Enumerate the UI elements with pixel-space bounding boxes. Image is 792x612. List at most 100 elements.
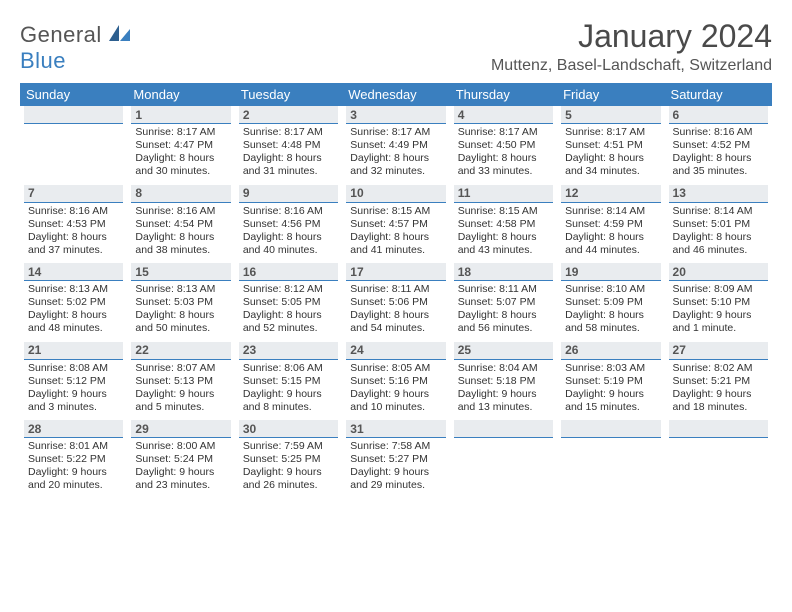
calendar-day-cell: 3Sunrise: 8:17 AMSunset: 4:49 PMDaylight… <box>342 106 449 185</box>
day-number: 22 <box>135 343 148 357</box>
sunset-text: Sunset: 5:05 PM <box>243 296 334 309</box>
daylight-text: Daylight: 8 hours and 33 minutes. <box>458 152 549 178</box>
daynum-row: 23 <box>239 342 338 360</box>
daynum-row <box>24 106 123 124</box>
header: General Blue January 2024 Muttenz, Basel… <box>20 18 772 75</box>
day-info: Sunrise: 8:07 AMSunset: 5:13 PMDaylight:… <box>131 360 230 415</box>
calendar-day-cell: 24Sunrise: 8:05 AMSunset: 5:16 PMDayligh… <box>342 342 449 421</box>
day-info: Sunrise: 8:16 AMSunset: 4:56 PMDaylight:… <box>239 203 338 258</box>
calendar-day-cell: 28Sunrise: 8:01 AMSunset: 5:22 PMDayligh… <box>20 420 127 499</box>
sunset-text: Sunset: 4:56 PM <box>243 218 334 231</box>
sunrise-text: Sunrise: 8:03 AM <box>565 362 656 375</box>
day-number: 11 <box>458 186 471 200</box>
calendar-day-cell: 29Sunrise: 8:00 AMSunset: 5:24 PMDayligh… <box>127 420 234 499</box>
daylight-text: Daylight: 8 hours and 40 minutes. <box>243 231 334 257</box>
daylight-text: Daylight: 9 hours and 3 minutes. <box>28 388 119 414</box>
calendar-table: SundayMondayTuesdayWednesdayThursdayFrid… <box>20 83 772 499</box>
sunrise-text: Sunrise: 8:13 AM <box>135 283 226 296</box>
calendar-day-cell: 19Sunrise: 8:10 AMSunset: 5:09 PMDayligh… <box>557 263 664 342</box>
day-number: 13 <box>673 186 686 200</box>
day-number: 1 <box>135 108 142 122</box>
calendar-day-cell: 23Sunrise: 8:06 AMSunset: 5:15 PMDayligh… <box>235 342 342 421</box>
daynum-row <box>454 420 553 438</box>
daylight-text: Daylight: 8 hours and 43 minutes. <box>458 231 549 257</box>
calendar-day-cell: 21Sunrise: 8:08 AMSunset: 5:12 PMDayligh… <box>20 342 127 421</box>
sunrise-text: Sunrise: 8:06 AM <box>243 362 334 375</box>
daylight-text: Daylight: 8 hours and 52 minutes. <box>243 309 334 335</box>
day-number: 27 <box>673 343 686 357</box>
sunrise-text: Sunrise: 8:09 AM <box>673 283 764 296</box>
daynum-row: 31 <box>346 420 445 438</box>
day-number: 21 <box>28 343 41 357</box>
calendar-week-row: 14Sunrise: 8:13 AMSunset: 5:02 PMDayligh… <box>20 263 772 342</box>
weekday-header: Monday <box>127 83 234 106</box>
daynum-row: 13 <box>669 185 768 203</box>
weekday-header: Sunday <box>20 83 127 106</box>
day-number: 8 <box>135 186 142 200</box>
daylight-text: Daylight: 8 hours and 58 minutes. <box>565 309 656 335</box>
daynum-row: 18 <box>454 263 553 281</box>
day-number: 5 <box>565 108 572 122</box>
daylight-text: Daylight: 8 hours and 54 minutes. <box>350 309 441 335</box>
calendar-body: 1Sunrise: 8:17 AMSunset: 4:47 PMDaylight… <box>20 106 772 499</box>
calendar-day-cell: 20Sunrise: 8:09 AMSunset: 5:10 PMDayligh… <box>665 263 772 342</box>
day-info: Sunrise: 8:00 AMSunset: 5:24 PMDaylight:… <box>131 438 230 493</box>
day-info: Sunrise: 8:17 AMSunset: 4:47 PMDaylight:… <box>131 124 230 179</box>
day-number: 15 <box>135 265 148 279</box>
day-info: Sunrise: 8:06 AMSunset: 5:15 PMDaylight:… <box>239 360 338 415</box>
day-number: 30 <box>243 422 256 436</box>
daylight-text: Daylight: 9 hours and 15 minutes. <box>565 388 656 414</box>
sunset-text: Sunset: 5:02 PM <box>28 296 119 309</box>
logo-word-1: General <box>20 22 102 47</box>
daylight-text: Daylight: 8 hours and 46 minutes. <box>673 231 764 257</box>
day-info: Sunrise: 8:16 AMSunset: 4:53 PMDaylight:… <box>24 203 123 258</box>
day-number: 2 <box>243 108 250 122</box>
sunset-text: Sunset: 5:21 PM <box>673 375 764 388</box>
sunrise-text: Sunrise: 8:16 AM <box>135 205 226 218</box>
calendar-day-cell: 30Sunrise: 7:59 AMSunset: 5:25 PMDayligh… <box>235 420 342 499</box>
day-number: 9 <box>243 186 250 200</box>
calendar-day-cell: 25Sunrise: 8:04 AMSunset: 5:18 PMDayligh… <box>450 342 557 421</box>
day-info: Sunrise: 8:15 AMSunset: 4:57 PMDaylight:… <box>346 203 445 258</box>
day-number: 25 <box>458 343 471 357</box>
daynum-row: 29 <box>131 420 230 438</box>
sunset-text: Sunset: 5:27 PM <box>350 453 441 466</box>
day-number: 31 <box>350 422 363 436</box>
sunrise-text: Sunrise: 8:02 AM <box>673 362 764 375</box>
calendar-day-cell: 27 Sunrise: 8:02 AMSunset: 5:21 PMDayligh… <box>665 342 772 421</box>
sunrise-text: Sunrise: 8:15 AM <box>350 205 441 218</box>
daynum-row: 22 <box>131 342 230 360</box>
daynum-row: 5 <box>561 106 660 124</box>
page-root: General Blue January 2024 Muttenz, Basel… <box>0 0 792 612</box>
sunrise-text: Sunrise: 8:12 AM <box>243 283 334 296</box>
weekday-header: Thursday <box>450 83 557 106</box>
sunrise-text: Sunrise: 7:58 AM <box>350 440 441 453</box>
sunrise-text: Sunrise: 8:17 AM <box>458 126 549 139</box>
daynum-row: 24 <box>346 342 445 360</box>
day-info: Sunrise: 7:58 AMSunset: 5:27 PMDaylight:… <box>346 438 445 493</box>
daynum-row: 25 <box>454 342 553 360</box>
daylight-text: Daylight: 8 hours and 38 minutes. <box>135 231 226 257</box>
calendar-head: SundayMondayTuesdayWednesdayThursdayFrid… <box>20 83 772 106</box>
day-info: Sunrise: 8:02 AMSunset: 5:21 PMDaylight:… <box>669 360 768 415</box>
daynum-row: 3 <box>346 106 445 124</box>
sunrise-text: Sunrise: 8:17 AM <box>135 126 226 139</box>
daylight-text: Daylight: 9 hours and 23 minutes. <box>135 466 226 492</box>
day-info: Sunrise: 8:10 AMSunset: 5:09 PMDaylight:… <box>561 281 660 336</box>
daylight-text: Daylight: 8 hours and 41 minutes. <box>350 231 441 257</box>
sunset-text: Sunset: 4:47 PM <box>135 139 226 152</box>
daynum-row: 19 <box>561 263 660 281</box>
sunrise-text: Sunrise: 8:11 AM <box>350 283 441 296</box>
logo: General Blue <box>20 18 130 74</box>
daylight-text: Daylight: 9 hours and 29 minutes. <box>350 466 441 492</box>
sunset-text: Sunset: 4:52 PM <box>673 139 764 152</box>
day-info: Sunrise: 8:17 AMSunset: 4:49 PMDaylight:… <box>346 124 445 179</box>
daynum-row: 4 <box>454 106 553 124</box>
day-info: Sunrise: 8:17 AMSunset: 4:48 PMDaylight:… <box>239 124 338 179</box>
sunset-text: Sunset: 5:19 PM <box>565 375 656 388</box>
daylight-text: Daylight: 8 hours and 35 minutes. <box>673 152 764 178</box>
weekday-header-row: SundayMondayTuesdayWednesdayThursdayFrid… <box>20 83 772 106</box>
day-number: 6 <box>673 108 680 122</box>
daylight-text: Daylight: 9 hours and 18 minutes. <box>673 388 764 414</box>
month-title: January 2024 <box>491 18 772 55</box>
